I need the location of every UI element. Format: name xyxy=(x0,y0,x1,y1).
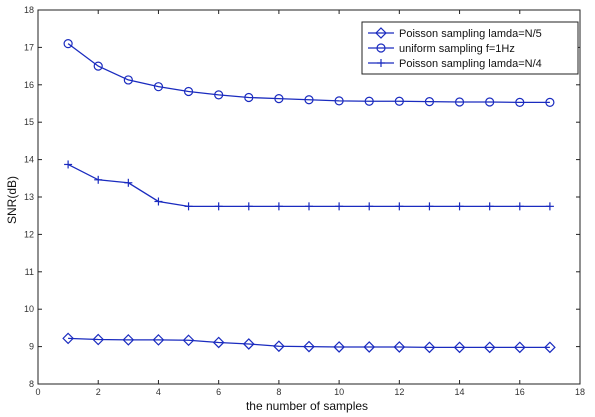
data-point-circle xyxy=(244,92,254,103)
y-tick-label: 15 xyxy=(24,117,34,127)
x-tick-label: 0 xyxy=(35,387,40,397)
legend-box xyxy=(361,21,579,75)
data-point-plus xyxy=(485,202,494,211)
x-tick-label: 8 xyxy=(276,387,281,397)
data-point-diamond xyxy=(483,341,496,354)
x-tick-label: 10 xyxy=(334,387,344,397)
series-circle xyxy=(63,39,555,107)
data-point-diamond xyxy=(393,341,406,353)
data-point-diamond xyxy=(152,334,165,346)
data-point-plus xyxy=(365,202,374,211)
y-tick-label: 11 xyxy=(25,267,34,277)
data-point-diamond xyxy=(363,341,376,353)
y-axis-ticks: 8 9 10 11 12 13 14 15 16 17 18 xyxy=(24,5,580,389)
data-point-diamond xyxy=(453,341,466,354)
data-point-plus xyxy=(305,202,313,211)
data-point-diamond xyxy=(273,340,285,353)
data-point-plus xyxy=(214,202,223,211)
legend-label: uniform sampling f=1Hz xyxy=(399,43,515,55)
y-tick-label: 13 xyxy=(24,192,34,202)
x-axis-ticks: 0 2 4 6 8 10 12 14 16 18 xyxy=(35,10,585,397)
data-point-diamond xyxy=(212,336,225,349)
data-point-circle xyxy=(63,39,73,49)
series-line xyxy=(68,337,550,348)
x-tick-label: 2 xyxy=(96,387,101,397)
data-point-diamond xyxy=(333,341,345,353)
data-point-diamond xyxy=(513,341,526,354)
data-point-plus xyxy=(335,202,344,211)
data-point-plus xyxy=(94,175,103,184)
data-point-circle xyxy=(545,97,555,107)
x-tick-label: 16 xyxy=(515,387,525,397)
y-tick-label: 16 xyxy=(24,80,34,90)
data-point-circle xyxy=(376,43,386,53)
data-point-circle xyxy=(424,97,435,107)
data-point-circle xyxy=(274,94,284,104)
y-tick-label: 17 xyxy=(24,42,34,52)
data-point-circle xyxy=(485,97,495,107)
data-point-diamond xyxy=(122,334,135,346)
data-point-circle xyxy=(183,86,194,97)
y-tick-label: 18 xyxy=(24,5,34,15)
data-point-plus xyxy=(244,202,253,211)
data-point-diamond xyxy=(544,341,556,354)
x-tick-label: 4 xyxy=(156,387,161,397)
legend-entry: Poisson sampling lamda=N/4 xyxy=(368,58,542,70)
data-point-plus xyxy=(184,202,193,211)
legend-entry: Poisson sampling lamda=N/5 xyxy=(368,27,542,40)
data-point-plus xyxy=(425,202,434,211)
data-point-plus xyxy=(377,59,385,67)
x-axis-label: the number of samples xyxy=(246,399,368,413)
data-point-circle xyxy=(304,95,314,105)
y-tick-label: 12 xyxy=(24,229,34,239)
data-point-circle xyxy=(515,97,525,107)
legend-label: Poisson sampling lamda=N/5 xyxy=(399,28,542,40)
data-point-diamond xyxy=(375,27,387,39)
x-tick-label: 6 xyxy=(216,387,221,397)
legend-entry: uniform sampling f=1Hz xyxy=(368,43,515,55)
data-point-plus xyxy=(124,178,133,187)
data-point-plus xyxy=(515,202,524,211)
data-point-circle xyxy=(334,96,344,106)
data-point-diamond xyxy=(242,338,255,350)
x-tick-label: 12 xyxy=(394,387,404,397)
data-point-plus xyxy=(395,202,404,211)
legend-label: Poisson sampling lamda=N/4 xyxy=(399,58,542,70)
data-point-circle xyxy=(364,96,374,106)
data-point-circle xyxy=(123,75,133,85)
data-point-circle xyxy=(153,82,164,92)
y-tick-label: 8 xyxy=(29,379,34,389)
data-point-diamond xyxy=(303,340,315,353)
x-tick-label: 14 xyxy=(455,387,465,397)
data-point-circle xyxy=(394,96,404,106)
y-axis-label: SNR(dB) xyxy=(5,176,19,224)
data-point-circle xyxy=(214,90,224,100)
legend: Poisson sampling lamda=N/5 uniform sampli… xyxy=(361,21,579,75)
data-point-circle xyxy=(93,61,103,71)
y-tick-label: 9 xyxy=(29,342,34,352)
data-point-diamond xyxy=(92,333,105,346)
y-tick-label: 14 xyxy=(24,155,34,165)
data-point-plus xyxy=(154,197,163,206)
data-point-plus xyxy=(545,202,554,211)
series-plus xyxy=(64,160,554,211)
data-point-plus xyxy=(64,160,73,169)
y-tick-label: 10 xyxy=(24,304,34,314)
data-point-plus xyxy=(455,202,464,211)
series-layer xyxy=(62,39,556,354)
data-point-diamond xyxy=(62,332,74,345)
x-tick-label: 18 xyxy=(575,387,585,397)
series-diamond xyxy=(62,332,556,354)
data-point-diamond xyxy=(423,341,436,354)
data-point-plus xyxy=(274,202,283,211)
data-point-circle xyxy=(454,97,465,107)
series-line xyxy=(67,43,550,104)
data-point-diamond xyxy=(182,334,195,347)
